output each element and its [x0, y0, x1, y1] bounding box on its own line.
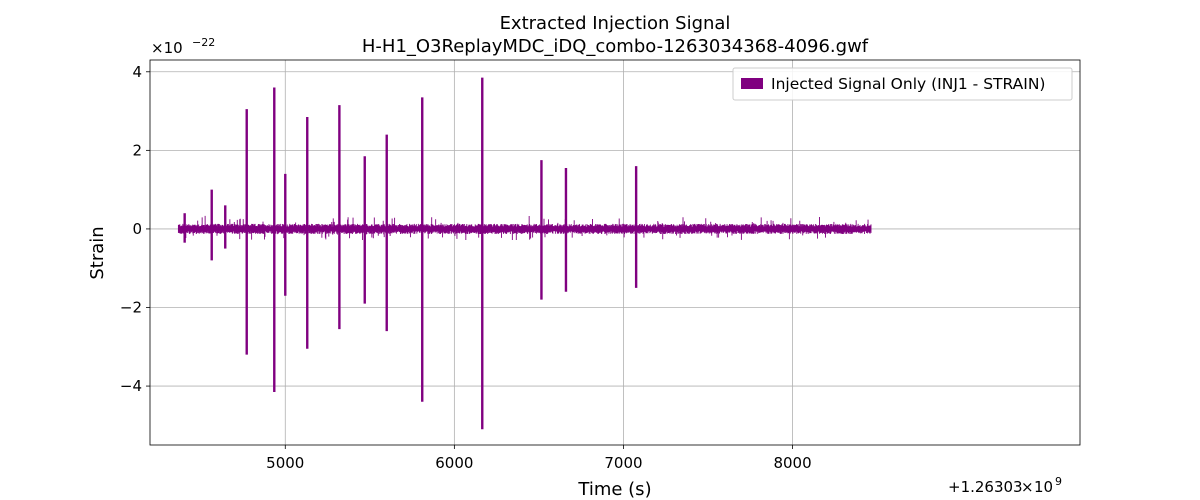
- y-tick-label: −4: [120, 377, 142, 395]
- chart-title-line-2: H-H1_O3ReplayMDC_iDQ_combo-1263034368-40…: [362, 36, 869, 57]
- y-tick-label: 2: [132, 141, 142, 159]
- legend-box: [732, 67, 1073, 101]
- x-tick-label: 8000: [773, 454, 811, 472]
- series-core-band: [178, 227, 872, 231]
- y-axis-label: Strain: [87, 226, 108, 279]
- y-tick-label: 0: [132, 220, 142, 238]
- y-tick-label: −2: [120, 299, 142, 317]
- y-axis-ticks: −4 −2 0 2 4: [120, 63, 150, 395]
- legend-swatch: [741, 78, 763, 89]
- x-offset-text: +1.26303: [948, 478, 1023, 496]
- x-offset-annotation: +1.26303 × 10 9: [948, 475, 1062, 496]
- x-axis-ticks: 5000 6000 7000 8000: [266, 445, 812, 472]
- legend: Injected Signal Only (INJ1 - STRAIN): [732, 67, 1073, 101]
- x-tick-label: 5000: [266, 454, 304, 472]
- chart-title-line-1: Extracted Injection Signal: [500, 13, 731, 34]
- x-axis-label: Time (s): [577, 479, 651, 500]
- y-scale-text: ×10: [151, 39, 183, 57]
- y-scale-annotation: ×10 −22: [151, 36, 215, 57]
- x-offset-exponent: 9: [1055, 475, 1062, 488]
- x-tick-label: 6000: [435, 454, 473, 472]
- y-scale-exponent: −22: [192, 36, 215, 49]
- series-injected-signal: [177, 77, 872, 430]
- y-tick-label: 4: [132, 63, 142, 81]
- x-offset-base: 10: [1034, 478, 1053, 496]
- x-tick-label: 7000: [604, 454, 642, 472]
- x-offset-times: ×: [1021, 478, 1034, 496]
- legend-label: Injected Signal Only (INJ1 - STRAIN): [771, 75, 1045, 93]
- plot-frame: [149, 59, 1081, 446]
